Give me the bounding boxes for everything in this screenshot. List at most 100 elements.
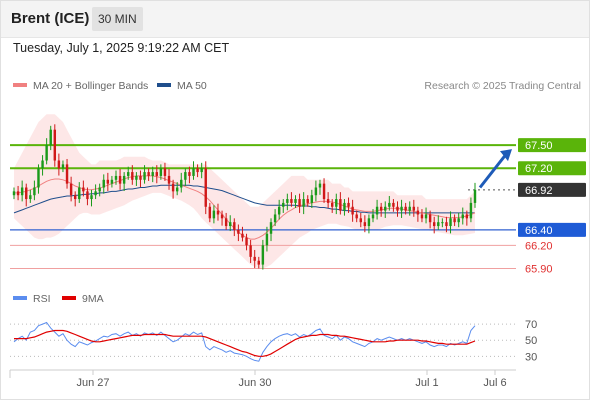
- candle-body: [363, 222, 367, 227]
- candle-body: [290, 199, 293, 203]
- legend-ma50-label: MA 50: [177, 80, 207, 92]
- rsi-tick-30: 30: [525, 351, 537, 363]
- candle-body: [441, 222, 444, 224]
- candle-body: [33, 187, 36, 196]
- legend-rsi-label: RSI: [33, 293, 51, 305]
- projection-arrow: [478, 152, 509, 189]
- candle-body: [90, 195, 93, 200]
- level-label-66.20: 66.20: [525, 240, 553, 252]
- candle-body: [286, 199, 289, 203]
- candle-body: [86, 191, 89, 200]
- research-credit: Research © 2025 Trading Central: [424, 80, 581, 92]
- rsi-9ma-line: [14, 329, 476, 357]
- candle-body: [53, 129, 57, 161]
- candle-body: [180, 179, 183, 188]
- candle-body: [237, 229, 240, 234]
- candle-body: [163, 168, 167, 176]
- level-label-65.90: 65.90: [525, 263, 553, 275]
- candle-body: [261, 245, 265, 265]
- candle-body: [400, 206, 403, 211]
- candle-body: [335, 199, 338, 207]
- candle-body: [78, 187, 81, 200]
- candle-body: [461, 214, 464, 219]
- candle-body: [216, 210, 220, 215]
- candle-body: [208, 206, 212, 219]
- candle-body: [233, 222, 236, 230]
- level-box-66.92: [518, 182, 586, 197]
- candle-body: [428, 214, 432, 223]
- legend-rsi: RSI: [13, 293, 51, 305]
- rsi-tick-50: 50: [525, 335, 537, 347]
- candle-body: [212, 210, 216, 219]
- candle-body: [318, 183, 322, 188]
- candle-body: [371, 214, 375, 219]
- candle-body: [277, 206, 281, 215]
- candle-body: [135, 175, 138, 180]
- level-label-67.20: 67.20: [525, 163, 553, 175]
- candle-body: [294, 199, 297, 203]
- candle-body: [302, 199, 305, 207]
- candle-body: [82, 187, 85, 192]
- candle-body: [245, 237, 248, 246]
- instrument-title: Brent (ICE): [11, 10, 90, 27]
- candle-body: [330, 202, 334, 207]
- candle-body: [388, 202, 391, 207]
- candle-body: [408, 206, 411, 211]
- candle-body: [424, 214, 428, 219]
- candle-body: [196, 168, 199, 173]
- candle-body: [457, 218, 460, 223]
- candle-body: [200, 168, 203, 173]
- candle-body: [159, 168, 163, 176]
- legend-rsi-swatch: [13, 296, 27, 301]
- header-bar: Brent (ICE) 30 MIN: [0, 0, 590, 38]
- candle-body: [351, 206, 354, 215]
- candle-body: [339, 199, 342, 211]
- candle-body: [69, 183, 73, 196]
- candle-body: [25, 187, 28, 200]
- candle-body: [151, 172, 154, 176]
- candle-body: [102, 179, 105, 188]
- candle-body: [16, 191, 20, 196]
- candle-body: [269, 222, 273, 234]
- candle-body: [392, 202, 395, 207]
- candle-body: [147, 172, 150, 176]
- candle-body: [420, 214, 424, 219]
- candle-body: [175, 187, 179, 192]
- x-tick-label: Jun 30: [238, 377, 271, 389]
- candle-body: [171, 183, 175, 192]
- candle-body: [465, 214, 469, 219]
- candle-body: [106, 179, 110, 184]
- candle-body: [257, 260, 260, 265]
- candle-body: [224, 218, 228, 227]
- candle-body: [375, 206, 379, 215]
- legend-ma20: MA 20 + Bollinger Bands: [13, 80, 148, 92]
- candle-body: [355, 214, 358, 219]
- candle-body: [61, 164, 65, 169]
- level-label-66.40: 66.40: [525, 225, 553, 237]
- candle-body: [131, 172, 134, 180]
- candle-body: [167, 175, 171, 184]
- rsi-line: [13, 321, 476, 362]
- candle-body: [453, 218, 456, 223]
- x-tick-label: Jul 1: [415, 377, 438, 389]
- legend-ma20-label: MA 20 + Bollinger Bands: [33, 80, 149, 92]
- legend-ma50-swatch: [157, 83, 171, 88]
- rsi-tick-70: 70: [525, 319, 537, 331]
- candle-body: [404, 206, 407, 211]
- candle-body: [143, 172, 146, 180]
- candle-body: [326, 199, 330, 203]
- candle-body: [282, 202, 285, 207]
- candle-body: [184, 172, 187, 180]
- candle-body: [122, 175, 126, 184]
- level-box-67.50: [518, 138, 586, 153]
- candle-body: [437, 222, 440, 227]
- candle-body: [253, 256, 256, 261]
- level-label-66.92: 66.92: [525, 185, 553, 197]
- candle-body: [310, 195, 314, 203]
- candle-body: [314, 187, 318, 196]
- timeframe-button[interactable]: 30 MIN: [92, 7, 143, 31]
- candle-body: [347, 202, 350, 207]
- legend-9ma-swatch: [62, 296, 76, 301]
- ma50-line: [13, 184, 475, 214]
